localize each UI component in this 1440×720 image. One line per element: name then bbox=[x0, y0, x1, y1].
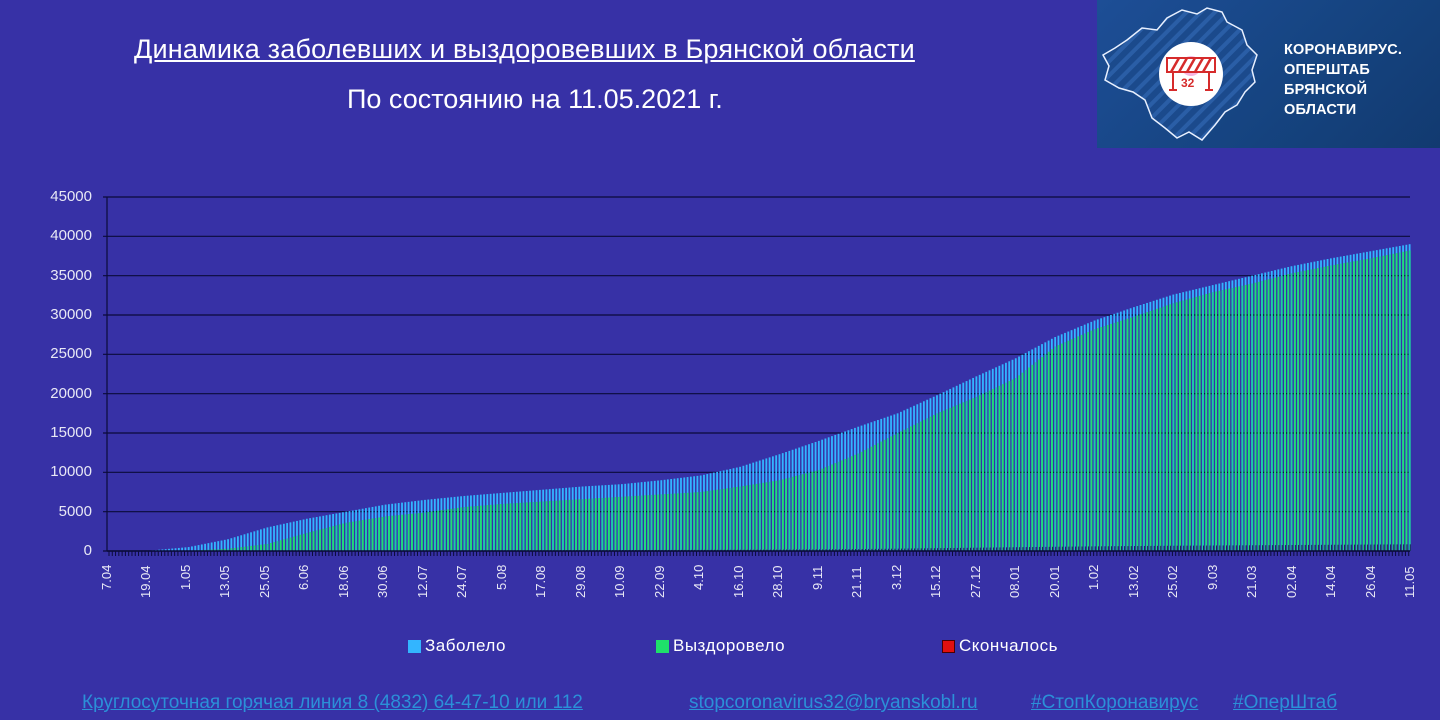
legend-item-infected: Заболело bbox=[408, 636, 506, 656]
logo-badge-number: 32 bbox=[1181, 76, 1195, 90]
bryansk-region-map-icon bbox=[1101, 7, 1258, 141]
y-tick-label: 25000 bbox=[50, 345, 92, 363]
x-tick-label: 11.05 bbox=[1402, 565, 1417, 598]
y-tick-label: 40000 bbox=[50, 227, 92, 245]
legend-swatch-icon bbox=[942, 639, 955, 653]
x-tick-label: 27.12 bbox=[967, 564, 983, 598]
chart-title: Динамика заболевших и выздоровевших в Бр… bbox=[134, 34, 915, 64]
x-tick-label: 7.04 bbox=[99, 564, 114, 590]
logo-line-1: КОРОНАВИРУС. bbox=[1284, 42, 1403, 58]
y-tick-label: 20000 bbox=[50, 384, 92, 402]
y-tick-label: 30000 bbox=[50, 306, 92, 323]
x-tick-label: 9.11 bbox=[809, 565, 825, 590]
x-tick-label: 29.08 bbox=[572, 564, 588, 598]
legend-label: Выздоровело bbox=[673, 636, 786, 655]
x-tick-label: 5.08 bbox=[493, 564, 509, 590]
x-tick-label: 20.01 bbox=[1046, 564, 1062, 598]
x-tick-label: 13.05 bbox=[217, 564, 233, 598]
legend-swatch-icon bbox=[656, 639, 669, 653]
x-tick-label: 9.03 bbox=[1204, 564, 1220, 590]
y-tick-label: 15000 bbox=[50, 424, 92, 441]
x-tick-label: 1.02 bbox=[1086, 564, 1102, 590]
logo-line-3: БРЯНСКОЙ ОБЛАСТИ bbox=[1284, 82, 1368, 118]
x-tick-label: 28.10 bbox=[770, 564, 786, 598]
x-tick-label: 13.02 bbox=[1125, 564, 1141, 598]
x-tick-label: 19.04 bbox=[138, 564, 154, 598]
x-tick-label: 10.09 bbox=[612, 564, 628, 598]
x-tick-label: 25.02 bbox=[1165, 564, 1181, 598]
y-tick-label: 35000 bbox=[50, 266, 92, 284]
hotline-link[interactable]: Круглосуточная горячая линия 8 (4832) 64… bbox=[82, 692, 583, 713]
y-tick-label: 10000 bbox=[50, 463, 92, 481]
x-tick-label: 16.10 bbox=[730, 564, 746, 598]
x-tick-label: 12.07 bbox=[414, 564, 430, 598]
hashtag-operational-hq-link[interactable]: #ОперШтаб bbox=[1233, 692, 1338, 713]
email-link[interactable]: stopcoronavirus32@bryanskobl.ru bbox=[689, 692, 978, 713]
logo-line-2: ОПЕРШТАБ bbox=[1284, 62, 1371, 78]
barrier-icon bbox=[1166, 56, 1216, 91]
hashtag-stop-coronavirus-link[interactable]: #СтопКоронавирус bbox=[1031, 692, 1199, 713]
x-tick-label: 14.04 bbox=[1323, 564, 1339, 598]
x-tick-label: 3.12 bbox=[888, 564, 904, 590]
legend-label: Скончалось bbox=[959, 636, 1058, 655]
x-tick-label: 02.04 bbox=[1283, 564, 1299, 598]
x-tick-label: 24.07 bbox=[454, 564, 470, 598]
x-tick-label: 6.06 bbox=[296, 564, 312, 590]
chart-subtitle: По состоянию на 11.05.2021 г. bbox=[347, 84, 723, 114]
x-tick-label: 30.06 bbox=[375, 564, 391, 598]
x-tick-label: 15.12 bbox=[928, 564, 944, 598]
legend-item-recovered: Выздоровело bbox=[656, 636, 785, 656]
legend-label: Заболело bbox=[425, 636, 506, 655]
x-tick-label: 26.04 bbox=[1362, 564, 1378, 598]
x-tick-label: 4.10 bbox=[691, 564, 707, 590]
y-tick-label: 45000 bbox=[50, 188, 92, 205]
operational-hq-logo: 32 КОРОНАВИРУС. ОПЕРШТАБ БРЯНСКОЙ ОБЛАСТ… bbox=[1097, 0, 1440, 148]
x-tick-label: 1.05 bbox=[177, 564, 193, 590]
x-tick-label: 18.06 bbox=[335, 564, 351, 598]
legend-swatch-icon bbox=[408, 639, 421, 653]
x-tick-label: 25.05 bbox=[256, 564, 272, 598]
x-tick-label: 21.03 bbox=[1244, 564, 1260, 598]
y-tick-label: 0 bbox=[83, 542, 92, 559]
x-tick-label: 08.01 bbox=[1007, 564, 1023, 598]
logo-text: КОРОНАВИРУС. ОПЕРШТАБ БРЯНСКОЙ ОБЛАСТИ bbox=[1284, 40, 1440, 120]
x-tick-label: 17.08 bbox=[533, 564, 549, 598]
legend-item-deceased: Скончалось bbox=[942, 636, 1058, 656]
y-tick-label: 5000 bbox=[58, 502, 92, 520]
x-tick-label: 22.09 bbox=[651, 564, 667, 598]
x-tick-label: 21.11 bbox=[849, 565, 865, 598]
